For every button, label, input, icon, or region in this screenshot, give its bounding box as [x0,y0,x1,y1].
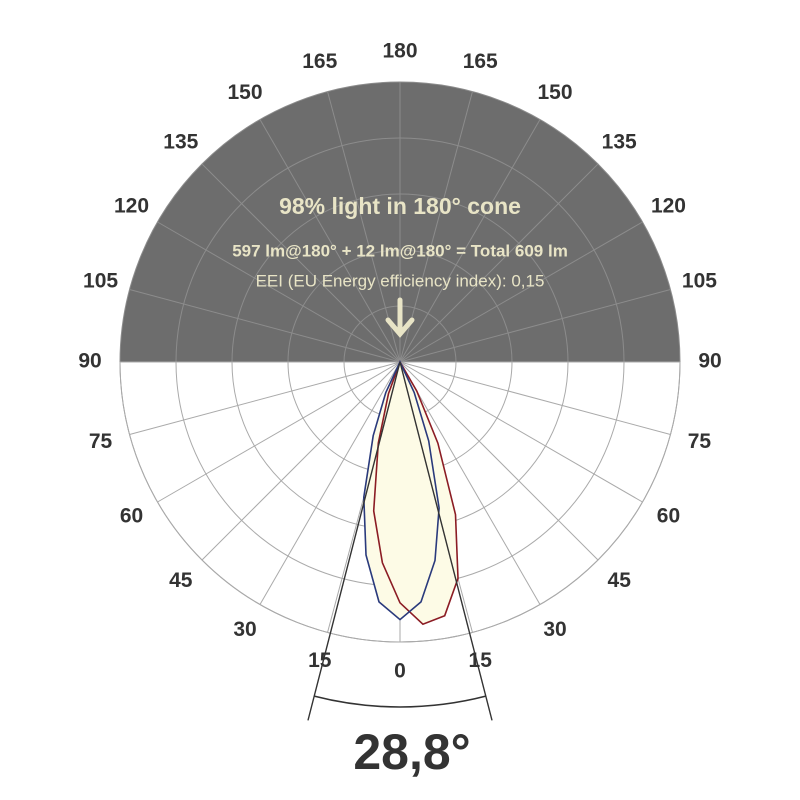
beam-line [399,361,493,721]
grid-ray [399,91,473,363]
grid-ray [129,361,401,435]
grid-ray [399,119,541,363]
angle-label: 135 [602,130,637,153]
angle-label: 120 [114,195,149,218]
angle-label: 120 [651,195,686,218]
angle-label: 0 [394,660,406,683]
grid-ray [327,91,401,363]
angle-label: 150 [227,81,262,104]
beam-arc [314,695,486,708]
angle-label: 30 [233,618,256,641]
angle-label: 90 [698,350,721,373]
angle-label: 15 [308,649,332,672]
angle-label: 135 [163,130,198,153]
beam-line [307,361,401,721]
angle-label: 90 [78,350,101,373]
grid-ray [399,361,599,561]
grid-ray [399,163,599,363]
angle-label: 105 [83,269,118,292]
curve-fill [363,362,440,620]
grid-ray [399,361,643,503]
annotation: EEI (EU Energy efficiency index): 0,15 [256,271,545,290]
title: 98% light in 180° cone [279,193,521,219]
angle-label: 60 [120,505,143,528]
grid-ray [201,163,401,363]
angle-label: 60 [657,505,680,528]
grid-ray [157,221,401,363]
angle-label: 75 [688,430,712,453]
angle-label: 150 [537,81,572,104]
grid-ray [399,289,671,363]
grid-ray [259,119,401,363]
grid-ray [201,361,401,561]
angle-label: 165 [302,50,337,73]
angle-label: 105 [682,269,717,292]
grid-ray [399,361,671,435]
angle-label: 45 [169,569,193,592]
arrow [385,297,415,338]
angle-label: 30 [543,618,566,641]
angle-label: 180 [382,40,417,63]
grid-ray [259,361,401,605]
angle-label: 165 [463,50,498,73]
intensity-curve [362,360,440,621]
subtitle: 597 lm@180° + 12 lm@180° = Total 609 lm [232,241,568,260]
angle-label: 15 [469,649,493,672]
intensity-curve [372,360,459,626]
grid-ray [129,289,401,363]
grid-ray [399,361,541,605]
beam-angle-label: 28,8° [353,724,470,780]
grid-ray [399,221,643,363]
angle-label: 45 [608,569,632,592]
grid-ray [157,361,401,503]
angle-label: 75 [89,430,113,453]
